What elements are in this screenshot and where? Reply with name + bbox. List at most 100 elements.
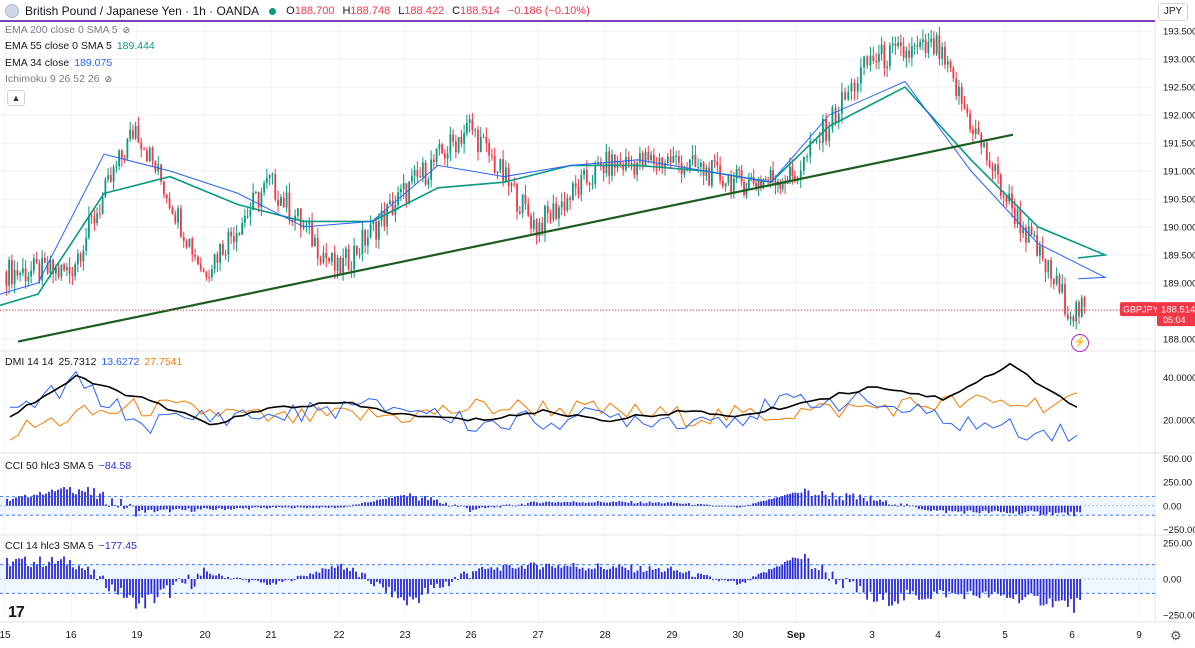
cci-bar — [439, 502, 441, 506]
cci-bar — [340, 563, 342, 579]
cci50-legend[interactable]: CCI 50 hlc3 SMA 5 −84.58 — [5, 460, 131, 472]
ohlc-open: O188.700 — [286, 5, 335, 17]
cci-bar — [499, 505, 502, 508]
candle-body — [430, 159, 433, 180]
candle-body — [101, 196, 104, 214]
cci-bar — [442, 503, 444, 506]
candle-body — [897, 42, 900, 47]
cci-bar — [248, 505, 250, 510]
tradingview-logo[interactable]: 17 — [8, 604, 25, 621]
cci-bar — [915, 505, 917, 508]
cci-bar — [239, 578, 241, 579]
cci-bar — [972, 505, 975, 513]
candle-body — [1055, 275, 1058, 285]
dmi-legend[interactable]: DMI 14 14 25.7312 13.6272 27.7541 — [5, 356, 182, 368]
cci-bar — [409, 579, 411, 597]
candle-body — [328, 257, 330, 262]
cci-bar — [51, 557, 53, 579]
cci-bar — [490, 567, 493, 579]
dmi-label: DMI 14 14 — [5, 356, 54, 368]
candle-body — [955, 78, 958, 96]
cci-bar — [469, 578, 471, 579]
cci-bar — [963, 579, 966, 600]
cci-bar — [882, 501, 884, 506]
eye-hidden-icon[interactable]: ⊘ — [104, 73, 113, 84]
candle-body — [123, 157, 126, 159]
indicator-ema34[interactable]: EMA 34 close 189.075 — [5, 57, 112, 69]
cci-bar — [804, 488, 806, 506]
cci-bar — [290, 505, 293, 509]
cci-bar — [218, 573, 220, 579]
cci-bar — [132, 579, 134, 598]
cci-bar — [78, 489, 80, 506]
candle-body — [815, 140, 818, 142]
cci-bar — [657, 502, 660, 506]
eye-hidden-icon[interactable]: ⊘ — [122, 24, 131, 35]
candle-body — [636, 162, 639, 175]
cci-bar — [284, 579, 287, 581]
cci-bar — [1042, 579, 1045, 606]
candle-body — [499, 159, 502, 172]
candle-body — [563, 201, 566, 211]
cci-bar — [778, 497, 781, 506]
dmi-pane[interactable] — [9, 362, 1078, 443]
cci14-legend[interactable]: CCI 14 hlc3 SMA 5 −177.45 — [5, 540, 137, 552]
candle-body — [372, 221, 375, 224]
lightning-icon[interactable]: ⚡ — [1071, 334, 1089, 352]
candle-body — [724, 183, 727, 187]
cci-bar — [27, 497, 29, 506]
cci-bar — [963, 505, 966, 514]
candle-body — [866, 56, 869, 66]
candle-body — [140, 142, 143, 150]
cci-bar — [102, 575, 104, 579]
cci-bar — [275, 505, 277, 508]
cci-bar — [627, 502, 630, 506]
cci-bar — [859, 494, 862, 506]
cci-bar — [451, 505, 453, 507]
cci50-pane[interactable] — [0, 486, 1155, 517]
cci-bar — [581, 502, 584, 506]
candle-body — [1064, 284, 1066, 315]
cci-bar — [36, 564, 38, 579]
indicator-ema200[interactable]: EMA 200 close 0 SMA 5 ⊘ — [5, 24, 130, 36]
cci-bar — [1012, 505, 1014, 514]
candle-body — [555, 203, 558, 219]
time-tick-label: 5 — [1002, 630, 1008, 641]
gear-icon[interactable]: ⚙ — [1170, 628, 1182, 643]
price-pane[interactable] — [0, 20, 1155, 343]
currency-button[interactable]: JPY — [1158, 3, 1188, 21]
indicator-ema55[interactable]: EMA 55 close 0 SMA 5 189.444 — [5, 40, 155, 52]
trendline[interactable] — [17, 133, 1014, 343]
candle-body — [837, 113, 840, 123]
collapse-legend-button[interactable]: ▲ — [7, 90, 25, 106]
cci-bar — [942, 505, 944, 511]
axes: 193.500 193.000 192.500 192.000 191.500 191.0… — [0, 27, 1195, 641]
candle-body — [888, 45, 891, 67]
cci-bar — [39, 491, 41, 506]
cci-bar — [215, 505, 217, 510]
cci-bar — [969, 505, 972, 511]
candle-body — [983, 142, 985, 147]
cci-bar — [126, 505, 128, 508]
indicator-ichimoku[interactable]: Ichimoku 9 26 52 26 ⊘ — [5, 73, 112, 85]
cci14-pane[interactable] — [0, 553, 1155, 613]
cci-bar — [978, 505, 981, 514]
cci-bar — [533, 501, 535, 506]
candle-body — [841, 92, 843, 114]
cci-bar — [1060, 579, 1063, 601]
cci-bar — [575, 502, 578, 506]
candle-body — [666, 156, 669, 163]
cci-bar — [670, 566, 672, 579]
cci-bar — [505, 504, 508, 506]
candle-body — [146, 149, 148, 162]
cci-bar — [814, 568, 817, 579]
cci-bar — [502, 504, 505, 506]
candle-body — [630, 163, 633, 165]
symbol-title[interactable]: British Pound / Japanese Yen · 1h · OAND… — [25, 4, 260, 18]
cci-bar — [1000, 505, 1002, 513]
candle-body — [413, 170, 416, 176]
candle-body — [148, 147, 151, 162]
cci-bar — [747, 504, 749, 506]
candle-body — [347, 248, 350, 270]
